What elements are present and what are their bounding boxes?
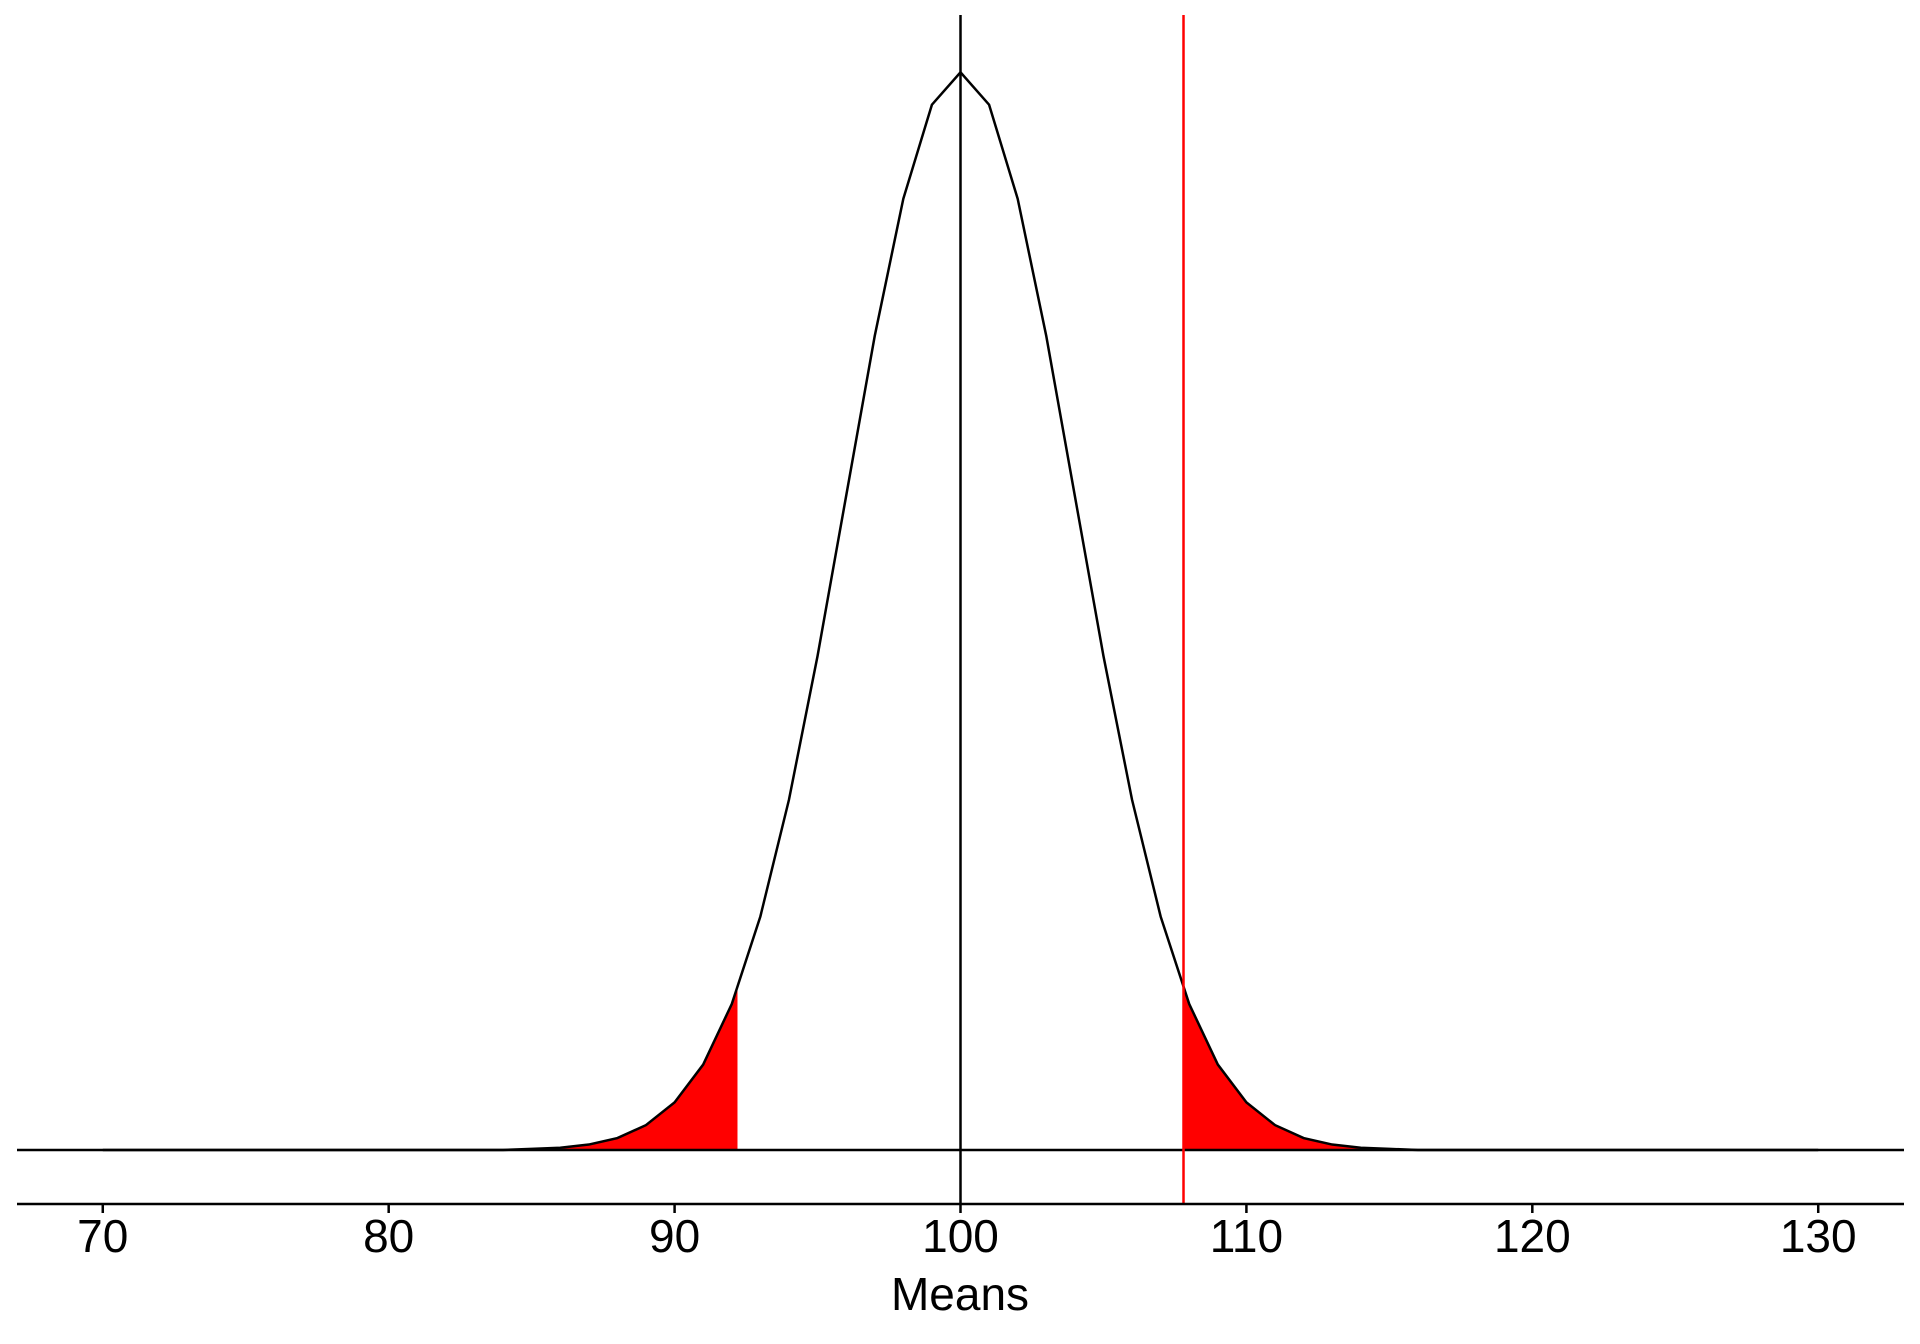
x-tick-label: 100: [922, 1210, 999, 1262]
x-tick-label: 130: [1780, 1210, 1857, 1262]
x-axis-title: Means: [891, 1268, 1029, 1320]
x-tick-label: 90: [649, 1210, 700, 1262]
x-tick-label: 110: [1210, 1210, 1283, 1262]
tail-area: [102, 986, 738, 1150]
x-tick-label: 120: [1494, 1210, 1571, 1262]
x-tick-label: 80: [363, 1210, 414, 1262]
tail-area: [1183, 986, 1819, 1150]
x-tick-label: 70: [77, 1210, 128, 1262]
